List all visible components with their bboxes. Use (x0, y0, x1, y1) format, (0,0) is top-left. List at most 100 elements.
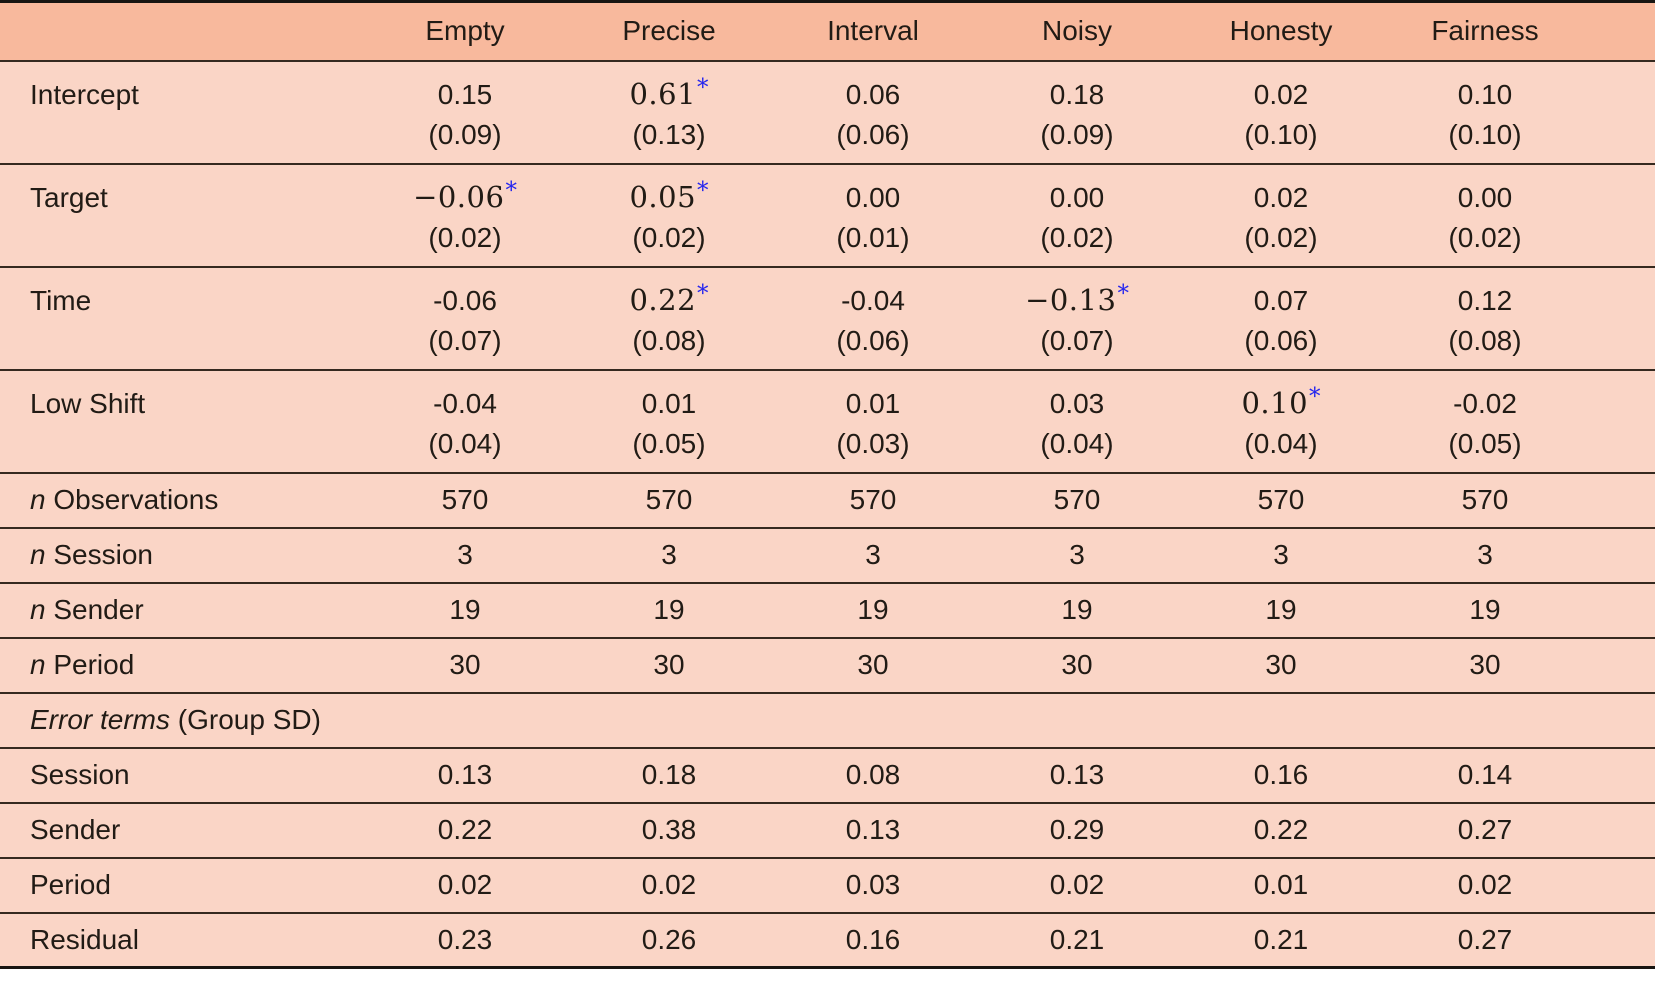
count-cell: 570 (1053, 484, 1101, 515)
count-cell: 19 (1265, 594, 1297, 625)
spacer-cell (1587, 424, 1655, 473)
std-error-cell: (0.06) (1244, 324, 1318, 356)
header-row: Empty Precise Interval Noisy Honesty Fairness (0, 1, 1655, 61)
coefficient-estimate-row: Time -0.06 0.22* -0.04 −0.13* 0.07 0.12 (0, 267, 1655, 321)
estimate-cell: 0.15 (363, 61, 567, 115)
std-error-cell: (0.10) (1244, 118, 1318, 150)
std-error-cell: (0.06) (836, 118, 910, 150)
estimate-cell: 0.05* (567, 164, 771, 218)
count-cell: 3 (661, 539, 677, 570)
spacer-cell (1587, 115, 1655, 164)
error-term-cell: 0.29 (1049, 814, 1105, 845)
estimate-cell: −0.06* (363, 164, 567, 218)
count-cell: 570 (645, 484, 693, 515)
spacer-cell (1587, 528, 1655, 583)
estimate-value: 0.00 (1457, 181, 1513, 213)
column-header-fairness: Fairness (1431, 15, 1539, 47)
column-header-precise: Precise (622, 15, 716, 47)
spacer-cell (1587, 218, 1655, 267)
error-term-cell: 0.16 (1253, 759, 1309, 790)
error-term-cell: 0.02 (1457, 869, 1513, 900)
empty-label-cell (0, 424, 363, 473)
estimate-value: 0.03 (1049, 387, 1105, 419)
significance-star-icon: * (697, 177, 709, 204)
error-term-cell: 0.08 (845, 759, 901, 790)
estimate-value: 0.22 (629, 282, 697, 317)
estimate-cell: 0.10 (1383, 61, 1587, 115)
spacer-cell (1587, 61, 1655, 115)
significance-star-icon: * (697, 74, 709, 101)
count-cell: 3 (457, 539, 473, 570)
std-error-cell: (0.09) (1040, 118, 1114, 150)
std-error-cell: (0.08) (1448, 324, 1522, 356)
std-error-cell: (0.02) (1448, 221, 1522, 253)
italic-n: n (30, 539, 46, 570)
section-header-label: Error terms (Group SD) (0, 693, 1655, 748)
error-term-cell: 0.22 (437, 814, 493, 845)
significance-star-icon: * (1309, 383, 1321, 410)
row-label: n Session (0, 528, 363, 583)
error-term-cell: 0.21 (1253, 923, 1309, 955)
standard-error-row: (0.07) (0.08) (0.06) (0.07) (0.06) (0.08) (0, 321, 1655, 370)
count-cell: 19 (857, 594, 889, 625)
estimate-cell: 0.12 (1383, 267, 1587, 321)
row-label: n Observations (0, 473, 363, 528)
spacer-cell (1587, 803, 1655, 858)
std-error-cell: (0.04) (1244, 427, 1318, 459)
empty-label-cell (0, 321, 363, 370)
estimate-value: 0.12 (1457, 284, 1513, 316)
spacer-cell (1587, 164, 1655, 218)
estimate-value: -0.04 (841, 284, 905, 316)
row-label: Time (30, 284, 92, 316)
std-error-cell: (0.09) (428, 118, 502, 150)
row-label: Intercept (30, 78, 139, 110)
error-term-row-period: Period 0.02 0.02 0.03 0.02 0.01 0.02 (0, 858, 1655, 913)
spacer-cell (1587, 321, 1655, 370)
spacer-cell (1587, 913, 1655, 968)
estimate-cell: 0.02 (1179, 61, 1383, 115)
coefficient-estimate-row: Target −0.06* 0.05* 0.00 0.00 0.02 0.00 (0, 164, 1655, 218)
estimate-value: 0.02 (1253, 181, 1309, 213)
count-cell: 3 (1273, 539, 1289, 570)
row-label: Sender (30, 814, 121, 845)
column-header-empty: Empty (425, 15, 505, 47)
estimate-value: -0.06 (433, 284, 497, 316)
std-error-cell: (0.13) (632, 118, 706, 150)
count-label-text: Sender (53, 594, 144, 625)
count-row-sender: n Sender 19 19 19 19 19 19 (0, 583, 1655, 638)
estimate-value: 0.07 (1253, 284, 1309, 316)
error-term-row-sender: Sender 0.22 0.38 0.13 0.29 0.22 0.27 (0, 803, 1655, 858)
estimate-value: 0.18 (1049, 78, 1105, 110)
significance-star-icon: * (697, 280, 709, 307)
count-row-observations: n Observations 570 570 570 570 570 570 (0, 473, 1655, 528)
std-error-cell: (0.08) (632, 324, 706, 356)
estimate-cell: -0.06 (363, 267, 567, 321)
estimate-cell: 0.01 (567, 370, 771, 424)
count-cell: 19 (1061, 594, 1093, 625)
estimate-value: −0.13 (1025, 282, 1117, 317)
estimate-cell: 0.01 (771, 370, 975, 424)
header-spacer (1587, 2, 1655, 61)
empty-label-cell (0, 218, 363, 267)
estimate-value: -0.04 (433, 387, 497, 419)
row-label: n Period (0, 638, 363, 693)
count-cell: 570 (1257, 484, 1305, 515)
count-cell: 30 (653, 649, 685, 680)
estimate-value: 0.10 (1241, 385, 1309, 420)
std-error-cell: (0.05) (1448, 427, 1522, 459)
count-cell: 570 (1461, 484, 1509, 515)
error-term-cell: 0.21 (1049, 923, 1105, 955)
column-header-interval: Interval (827, 15, 919, 47)
estimate-cell: 0.00 (975, 164, 1179, 218)
group-sd-label: (Group SD) (170, 704, 321, 735)
std-error-cell: (0.02) (1244, 221, 1318, 253)
standard-error-row: (0.04) (0.05) (0.03) (0.04) (0.04) (0.05) (0, 424, 1655, 473)
row-label: Target (30, 181, 108, 213)
count-row-period: n Period 30 30 30 30 30 30 (0, 638, 1655, 693)
error-term-cell: 0.26 (641, 923, 697, 955)
std-error-cell: (0.06) (836, 324, 910, 356)
section-header-row: Error terms (Group SD) (0, 693, 1655, 748)
error-term-cell: 0.22 (1253, 814, 1309, 845)
coefficient-estimate-row: Intercept 0.15 0.61* 0.06 0.18 0.02 0.10 (0, 61, 1655, 115)
table-body: Intercept 0.15 0.61* 0.06 0.18 0.02 0.10 (0.09)… (0, 61, 1655, 968)
